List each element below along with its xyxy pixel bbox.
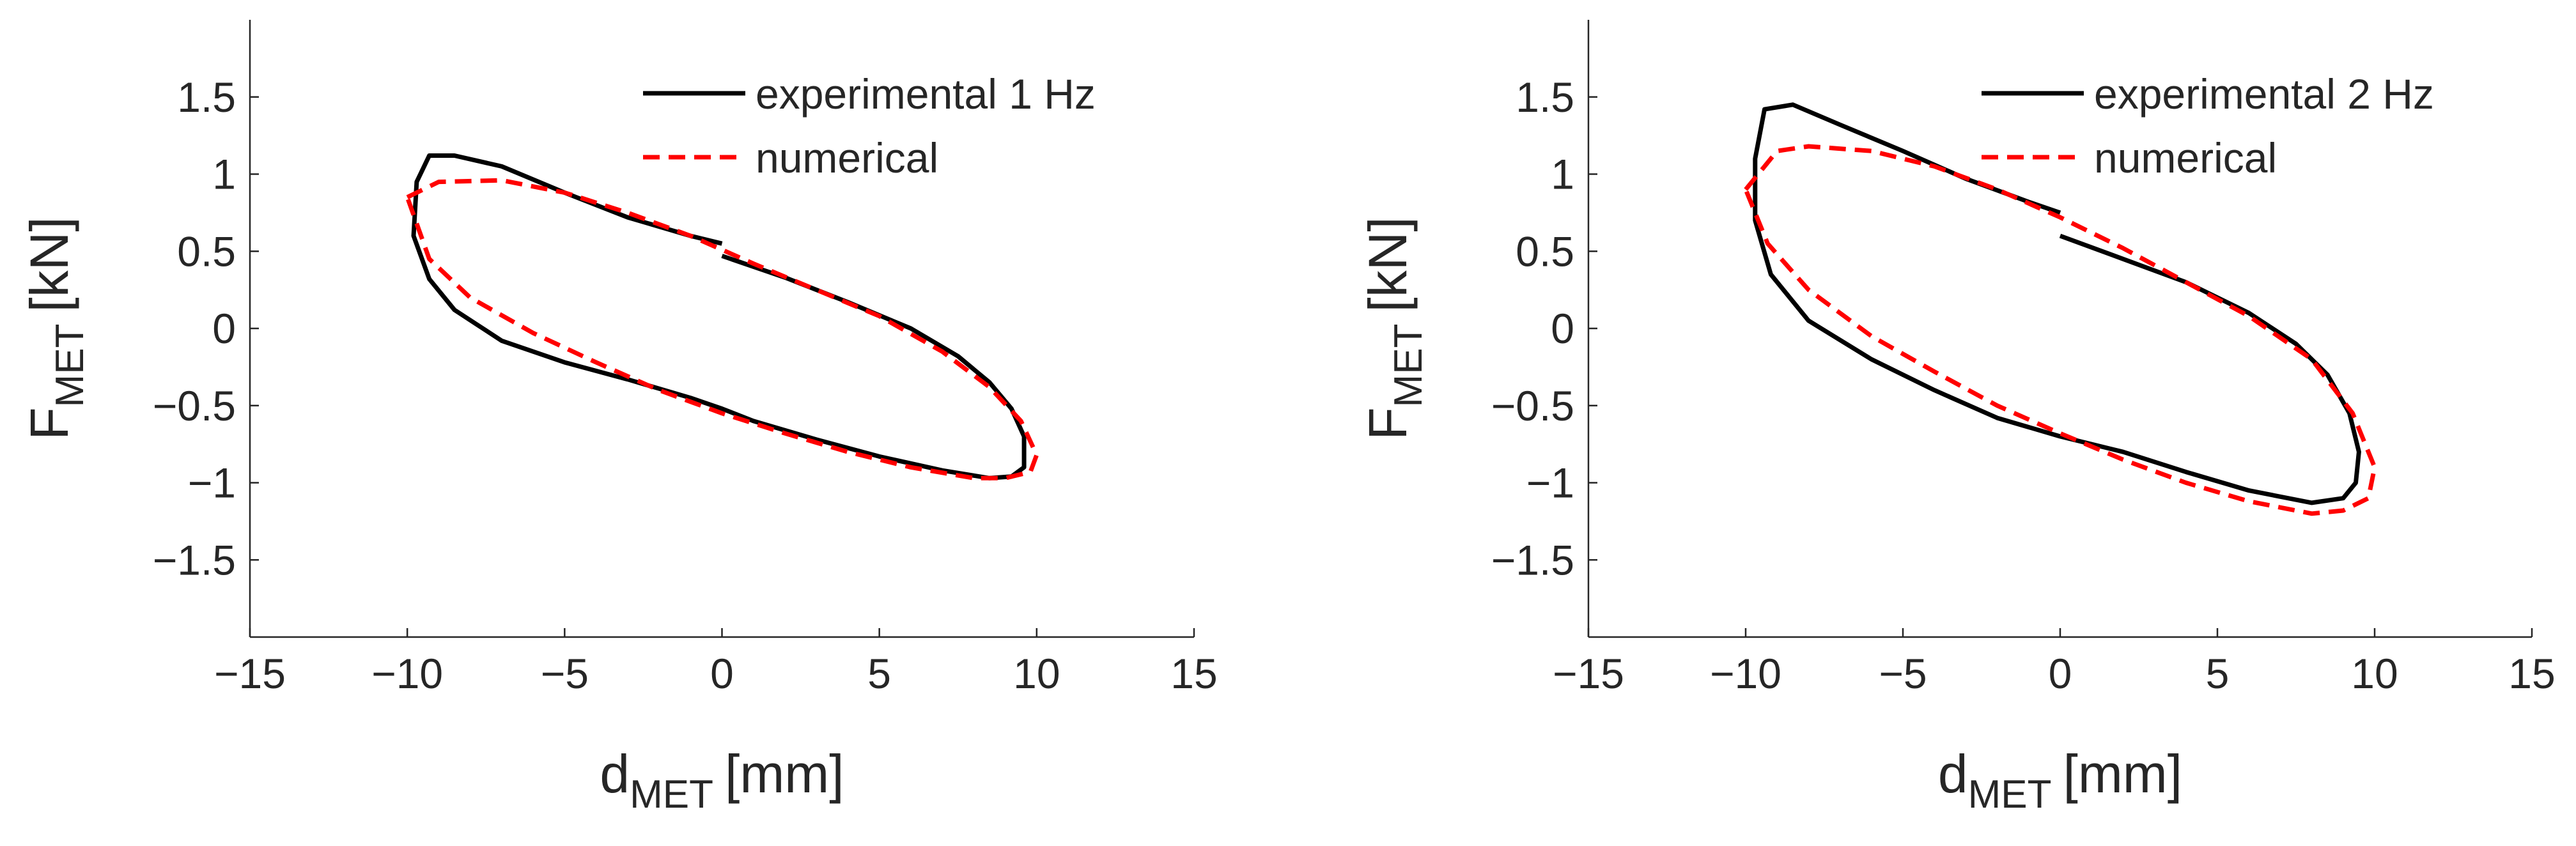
x-tick-label: 5 <box>2206 650 2230 697</box>
y-tick-label: 0.5 <box>1516 227 1574 275</box>
x-tick-label: −10 <box>1710 650 1781 697</box>
x-label-unit: [mm] <box>725 744 844 804</box>
x-tick-label: −5 <box>541 650 589 697</box>
y-label-main: F <box>19 407 79 440</box>
x-tick-label: 10 <box>1013 650 1060 697</box>
x-tick-label: 10 <box>2351 650 2398 697</box>
y-tick-label: −1 <box>188 459 236 507</box>
x-label-sub: MET <box>630 773 713 817</box>
x-label-unit: [mm] <box>2063 744 2182 804</box>
series-line <box>411 153 1027 481</box>
y-tick-label: 1.5 <box>177 73 236 121</box>
x-tick-label: 15 <box>2508 650 2555 697</box>
y-tick-label: −0.5 <box>153 382 236 429</box>
x-label-sub: MET <box>1968 773 2052 817</box>
x-tick-label: −15 <box>1553 650 1624 697</box>
x-axis-label: dMET [mm] <box>600 744 844 817</box>
x-tick-label: −15 <box>214 650 286 697</box>
y-tick-label: −0.5 <box>1491 382 1574 429</box>
y-label-unit: [kN] <box>19 217 79 312</box>
y-tick-label: 1 <box>212 151 236 198</box>
y-axis-label: FMET [kN] <box>1358 217 1431 440</box>
legend-label: numerical <box>2094 134 2277 181</box>
y-label-unit: [kN] <box>1358 217 1418 312</box>
x-tick-label: 0 <box>710 650 734 697</box>
series-line <box>1743 144 2377 516</box>
x-label-main: d <box>600 744 630 804</box>
y-tick-label: 1.5 <box>1516 73 1574 121</box>
x-tick-label: 5 <box>867 650 891 697</box>
series-line <box>405 178 1039 481</box>
y-tick-label: −1.5 <box>153 536 236 583</box>
legend-label: experimental 1 Hz <box>756 70 1096 118</box>
y-axis-label: FMET [kN] <box>19 217 92 440</box>
legend-label: numerical <box>756 134 938 181</box>
y-tick-label: 0 <box>212 305 236 352</box>
y-tick-label: 0.5 <box>177 227 236 275</box>
y-label-sub: MET <box>48 324 92 408</box>
x-tick-label: 15 <box>1170 650 1217 697</box>
y-tick-label: −1 <box>1526 459 1574 507</box>
y-label-main: F <box>1358 407 1418 440</box>
x-label-main: d <box>1938 744 1968 804</box>
x-tick-label: −10 <box>371 650 443 697</box>
y-label-sub: MET <box>1386 324 1431 408</box>
y-tick-label: 0 <box>1551 305 1574 352</box>
y-tick-label: −1.5 <box>1491 536 1574 583</box>
x-tick-label: 0 <box>2049 650 2072 697</box>
y-tick-label: 1 <box>1551 151 1574 198</box>
x-tick-label: −5 <box>1879 650 1927 697</box>
legend-label: experimental 2 Hz <box>2094 70 2434 118</box>
x-axis-label: dMET [mm] <box>1938 744 2182 817</box>
